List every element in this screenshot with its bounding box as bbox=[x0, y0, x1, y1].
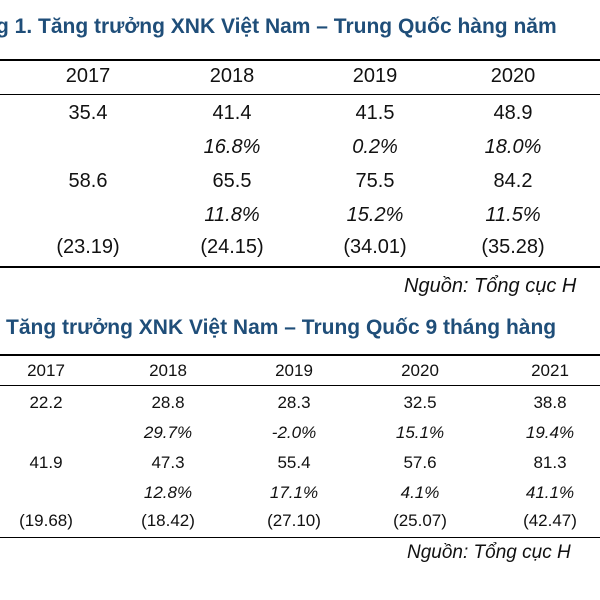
table-cell: 29.7% bbox=[143, 423, 193, 442]
table-cell: 15.1% bbox=[395, 423, 445, 442]
year-header: 2018 bbox=[149, 361, 187, 380]
table-cell: 16.8% bbox=[203, 136, 261, 158]
table-cell: 32.5 bbox=[403, 393, 437, 412]
table2-top-rule bbox=[0, 354, 600, 356]
table-cell: 11.5% bbox=[485, 204, 541, 226]
table-row: 58.6 65.5 75.5 84.2 bbox=[0, 166, 600, 196]
table-cell: 4.1% bbox=[400, 483, 440, 502]
table-row: 41.9 47.3 55.4 57.6 81.3 bbox=[0, 448, 600, 478]
year-header: 2017 bbox=[27, 361, 65, 380]
table-cell: (27.10) bbox=[267, 511, 321, 530]
table-cell: 84.2 bbox=[493, 170, 533, 192]
year-header: 2018 bbox=[209, 65, 255, 87]
year-header: 2020 bbox=[401, 361, 439, 380]
table-cell: 47.3 bbox=[151, 453, 185, 472]
year-header: 2017 bbox=[65, 65, 111, 87]
table1-title: g 1. Tăng trưởng XNK Việt Nam – Trung Qu… bbox=[0, 15, 557, 38]
table-cell: (25.07) bbox=[393, 511, 447, 530]
table-cell: 12.8% bbox=[143, 483, 193, 502]
table-row: 35.4 41.4 41.5 48.9 bbox=[0, 98, 600, 128]
table-cell: 55.4 bbox=[277, 453, 311, 472]
table2-header-row: 2017 2018 2019 2020 2021 bbox=[0, 356, 600, 386]
table-row: 22.2 28.8 28.3 32.5 38.8 bbox=[0, 388, 600, 418]
table-cell: (19.68) bbox=[19, 511, 73, 530]
table-cell: 17.1% bbox=[269, 483, 319, 502]
table-cell: 15.2% bbox=[346, 204, 404, 226]
table1-header-rule bbox=[0, 94, 600, 95]
table-cell: 75.5 bbox=[355, 170, 395, 192]
table-cell: -2.0% bbox=[271, 423, 317, 442]
table-cell: 41.5 bbox=[355, 102, 395, 124]
table-cell: 48.9 bbox=[493, 102, 533, 124]
table-cell: 11.8% bbox=[204, 204, 260, 226]
table-cell: 41.4 bbox=[212, 102, 252, 124]
table-cell: (24.15) bbox=[200, 236, 264, 258]
table-cell: (42.47) bbox=[523, 511, 577, 530]
table1-source-note: Nguồn: Tổng cục H bbox=[404, 275, 577, 297]
table-cell: 22.2 bbox=[29, 393, 63, 412]
table2-source-note: Nguồn: Tổng cục H bbox=[407, 542, 571, 563]
table1-header-row: 2017 2018 2019 2020 bbox=[0, 61, 600, 91]
table-cell: 0.2% bbox=[352, 136, 398, 158]
table-cell: 81.3 bbox=[533, 453, 567, 472]
table-cell: 57.6 bbox=[403, 453, 437, 472]
table-cell: 38.8 bbox=[533, 393, 567, 412]
table2-title: Tăng trưởng XNK Việt Nam – Trung Quốc 9 … bbox=[6, 316, 557, 339]
table-row: 29.7% -2.0% 15.1% 19.4% bbox=[0, 418, 600, 448]
table-cell: 65.5 bbox=[212, 170, 252, 192]
table-cell: 19.4% bbox=[525, 423, 575, 442]
table-cell: 28.3 bbox=[277, 393, 311, 412]
table-row: 11.8% 15.2% 11.5% bbox=[0, 200, 600, 230]
table-cell: 41.1% bbox=[525, 483, 575, 502]
table-cell: 41.9 bbox=[29, 453, 63, 472]
table2-bottom-rule bbox=[0, 537, 600, 538]
table-cell: 35.4 bbox=[68, 102, 108, 124]
table-cell: 28.8 bbox=[151, 393, 185, 412]
table-cell: (34.01) bbox=[343, 236, 407, 258]
year-header: 2019 bbox=[275, 361, 313, 380]
table-cell: (35.28) bbox=[481, 236, 545, 258]
table2-header-rule bbox=[0, 385, 600, 386]
year-header: 2020 bbox=[490, 65, 536, 87]
table-cell: (23.19) bbox=[56, 236, 120, 258]
table-row: (23.19) (24.15) (34.01) (35.28) bbox=[0, 232, 600, 262]
table-row: 12.8% 17.1% 4.1% 41.1% bbox=[0, 478, 600, 508]
table-row: 16.8% 0.2% 18.0% bbox=[0, 132, 600, 162]
table-cell: (18.42) bbox=[141, 511, 195, 530]
table-cell: 58.6 bbox=[68, 170, 108, 192]
table1-bottom-rule bbox=[0, 266, 600, 268]
year-header: 2019 bbox=[352, 65, 398, 87]
table1-top-rule bbox=[0, 59, 600, 61]
year-header: 2021 bbox=[531, 361, 569, 380]
table-row: (19.68) (18.42) (27.10) (25.07) (42.47) bbox=[0, 506, 600, 536]
table-cell: 18.0% bbox=[484, 136, 542, 158]
